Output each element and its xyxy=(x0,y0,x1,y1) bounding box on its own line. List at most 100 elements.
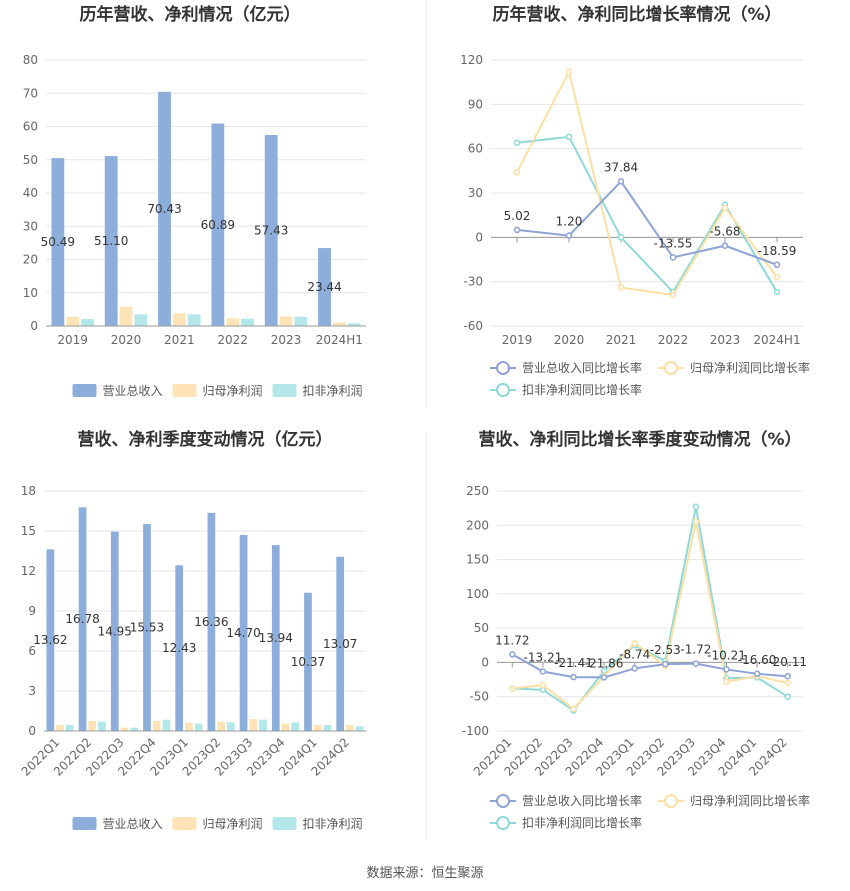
data-point-1 xyxy=(784,679,791,687)
legend-label: 归母净利润 xyxy=(203,384,263,398)
bar-1 xyxy=(332,322,346,326)
legend-label: 营业总收入同比增长率 xyxy=(522,360,642,375)
bar-2 xyxy=(347,323,361,326)
legend-marker xyxy=(496,383,510,397)
legend-marker xyxy=(496,361,510,375)
bar-2 xyxy=(323,725,332,731)
data-label: -1.72 xyxy=(680,643,711,657)
bar-0 xyxy=(271,545,280,731)
data-label: -5.68 xyxy=(709,225,740,239)
bar-1 xyxy=(217,721,225,731)
data-label: 23.44 xyxy=(307,280,341,294)
data-point-0 xyxy=(539,668,547,675)
y-tick-label: 50 xyxy=(23,153,38,167)
y-tick-label: -50 xyxy=(469,690,489,704)
bar-2 xyxy=(355,726,364,731)
legend-label: 扣非净利润同比增长率 xyxy=(522,815,642,830)
data-point-0 xyxy=(784,672,791,680)
data-point-0 xyxy=(773,261,781,269)
data-point-1 xyxy=(669,291,677,299)
y-tick-label: 0 xyxy=(481,655,489,669)
chart-title: 历年营收、净利同比增长率情况（%） xyxy=(492,4,781,25)
legend-label: 归母净利润同比增长率 xyxy=(690,360,810,375)
bar-0 xyxy=(51,158,65,326)
x-tick-label: 2023 xyxy=(271,333,302,347)
data-point-0 xyxy=(513,226,521,234)
x-tick-label: 2019 xyxy=(57,333,88,347)
bar-2 xyxy=(162,719,171,731)
y-tick-label: 0 xyxy=(475,230,483,244)
y-tick-label: 20 xyxy=(23,253,38,267)
data-source-note: 数据来源：恒生聚源 xyxy=(366,866,484,881)
bar-1 xyxy=(152,721,161,731)
data-point-1 xyxy=(631,639,638,647)
series-line-2 xyxy=(512,506,789,712)
data-label: 11.72 xyxy=(495,633,529,647)
bar-1 xyxy=(66,316,80,326)
y-tick-label: 40 xyxy=(23,186,38,200)
quarterly-growth-rate-svg: 营收、净利同比增长率季度变动情况（%） -100 -50 0 50 100 150 200 25… xyxy=(462,429,810,830)
x-tick-label: 2024H1 xyxy=(316,333,363,347)
bar-1 xyxy=(172,313,186,326)
data-label: 13.94 xyxy=(259,631,293,645)
legend-label: 营业总收入同比增长率 xyxy=(522,793,642,808)
bar-0 xyxy=(318,248,331,326)
bar-0 xyxy=(264,135,278,326)
legend-marker xyxy=(496,794,510,808)
y-tick-label: 18 xyxy=(21,484,36,498)
data-point-0 xyxy=(565,232,573,239)
data-point-0 xyxy=(631,665,638,672)
data-point-2 xyxy=(692,503,700,511)
data-label: -10.21 xyxy=(707,648,746,662)
y-tick-label: 0 xyxy=(28,724,36,738)
legend-label: 营业总收入 xyxy=(103,817,163,831)
data-point-1 xyxy=(509,685,516,692)
bar-2 xyxy=(187,314,201,326)
chart-title: 营收、净利季度变动情况（亿元） xyxy=(78,429,333,450)
quarterly-revenue-profit-svg: 营收、净利季度变动情况（亿元） 0 3 6 9 12 15 18 13.62 16.7814.95… xyxy=(19,429,366,831)
data-label: -21.86 xyxy=(585,656,624,670)
bar-2 xyxy=(226,722,235,731)
data-point-1 xyxy=(539,681,547,689)
y-tick-label: 10 xyxy=(23,286,38,300)
bar-2 xyxy=(241,318,254,326)
series-line-0 xyxy=(511,653,788,679)
data-point-1 xyxy=(723,678,730,685)
data-label: -20.11 xyxy=(768,655,807,669)
data-label: 12.43 xyxy=(162,641,196,655)
bar-0 xyxy=(304,592,312,731)
bar-0 xyxy=(158,91,171,326)
annual-revenue-profit-svg: 历年营收、净利情况（亿元） 0 10 20 30 40 50 60 70 80 50.49 51.10… xyxy=(23,4,366,398)
bar-1 xyxy=(346,725,354,731)
series-line-0 xyxy=(516,179,778,266)
quarterly-growth-rate-chart: 营收、净利同比增长率季度变动情况（%） -100 -50 0 50 100 150 200 25… xyxy=(425,425,850,855)
bar-1 xyxy=(120,727,129,731)
legend-swatch xyxy=(72,384,97,397)
bar-1 xyxy=(56,725,64,731)
data-point-0 xyxy=(662,660,669,668)
data-point-0 xyxy=(723,666,730,673)
y-tick-label: 15 xyxy=(21,524,36,538)
bar-2 xyxy=(65,725,74,731)
data-label: -8.74 xyxy=(619,647,650,661)
bar-1 xyxy=(281,723,290,731)
data-label: -13.21 xyxy=(524,650,563,664)
data-point-1 xyxy=(721,204,729,212)
x-tick-label: 2020 xyxy=(111,333,142,347)
x-tick-label: 2021 xyxy=(164,333,195,347)
data-point-0 xyxy=(669,254,677,261)
y-tick-label: 70 xyxy=(23,86,38,100)
data-point-1 xyxy=(773,273,781,281)
legend-swatch xyxy=(172,384,197,397)
data-label: 37.84 xyxy=(604,160,638,174)
data-label: -2.53 xyxy=(650,643,681,657)
series-line-1 xyxy=(512,521,788,711)
x-tick-label: 2020 xyxy=(554,333,585,347)
data-point-2 xyxy=(773,288,781,296)
x-tick-label: 2022 xyxy=(217,333,248,347)
y-tick-label: 80 xyxy=(23,53,38,67)
y-tick-label: 30 xyxy=(468,186,483,200)
y-tick-label: 100 xyxy=(466,587,489,601)
panel-divider-top xyxy=(426,0,427,408)
panel-divider-bottom xyxy=(426,432,427,840)
